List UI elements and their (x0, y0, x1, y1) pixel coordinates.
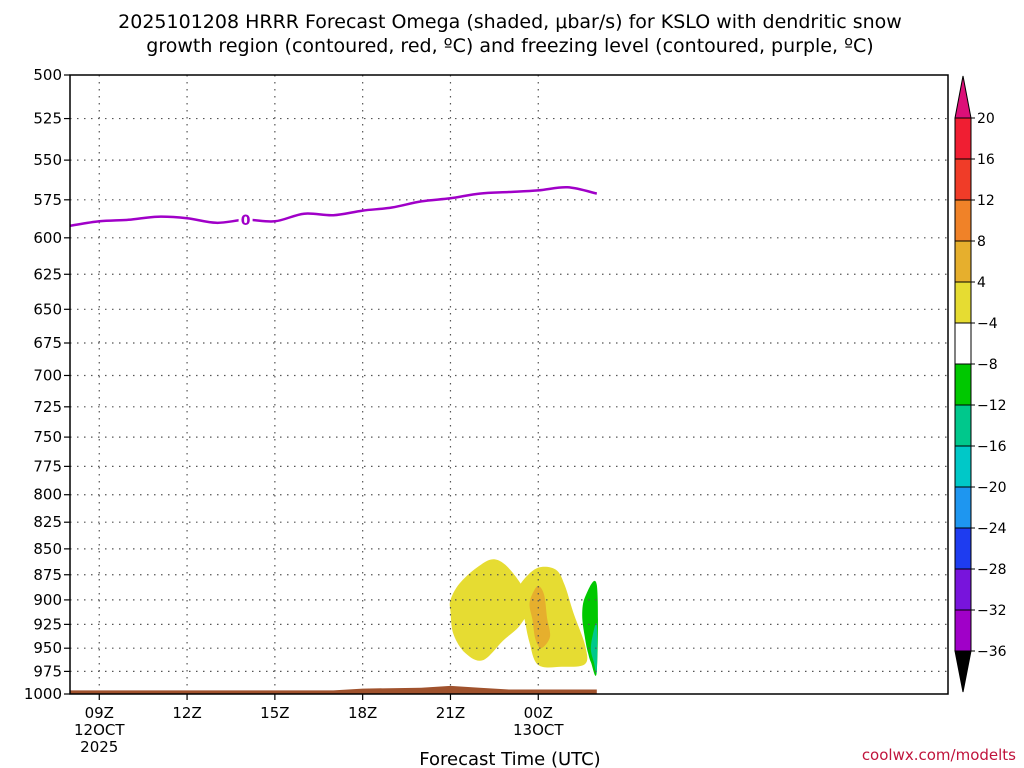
colorbar-cell-3 (954, 240, 972, 283)
y-tick-label-950: 950 (33, 639, 62, 657)
omega-region-0 (449, 559, 530, 661)
colorbar-label-2: 12 (977, 193, 995, 209)
freezing-level-contour: 0 (69, 186, 598, 229)
y-tick-label-525: 525 (33, 110, 62, 128)
colorbar-label-6: −8 (977, 357, 998, 373)
y-axis-ticks: 500 525 550 575 600 625 650 675 700 725 750 775 800 8… (24, 66, 70, 703)
ground-fill (70, 685, 597, 694)
colorbar-label-5: −4 (977, 316, 998, 332)
y-tick-label-675: 675 (33, 334, 62, 352)
y-tick-label-800: 800 (33, 486, 62, 504)
y-tick-label-900: 900 (33, 591, 62, 609)
ground-surface (70, 685, 597, 694)
y-tick-label-625: 625 (33, 265, 62, 283)
y-tick-label-750: 750 (33, 428, 62, 446)
colorbar-cell-0 (954, 117, 972, 160)
y-tick-label-850: 850 (33, 540, 62, 558)
colorbar-cell-2 (954, 199, 972, 242)
y-tick-label-825: 825 (33, 513, 62, 531)
y-tick-label-550: 550 (33, 151, 62, 169)
x-tick-label-15-0: 15Z (260, 704, 289, 722)
colorbar-cell-6 (954, 363, 972, 406)
colorbar-label-7: −12 (977, 398, 1007, 414)
y-tick-label-600: 600 (33, 229, 62, 247)
chart-title-line2: growth region (contoured, red, ºC) and f… (146, 35, 873, 57)
omega-region-2 (529, 585, 551, 649)
y-tick-label-700: 700 (33, 366, 62, 384)
y-tick-label-875: 875 (33, 566, 62, 584)
y-tick-label-925: 925 (33, 615, 62, 633)
x-tick-label-18-0: 18Z (348, 704, 377, 722)
colorbar-label-3: 8 (977, 234, 986, 250)
colorbar-cell-4 (954, 281, 972, 324)
freezing-level-label: 0 (241, 213, 251, 229)
x-tick-label-9-2: 2025 (80, 738, 118, 756)
omega-shading (449, 559, 598, 676)
colorbar-label-9: −20 (977, 480, 1007, 496)
colorbar-label-10: −24 (977, 521, 1007, 537)
colorbar-bottom-arrow (954, 650, 972, 693)
colorbar: 20 16 12 8 4 −4 −8 −12 −16 −20 −24 −28 −32 −36 (954, 75, 1007, 693)
grid-lines (70, 75, 948, 694)
credit-text: coolwx.com/modelts (862, 746, 1016, 764)
colorbar-cell-1 (954, 158, 972, 201)
colorbar-cell-7 (954, 404, 972, 447)
colorbar-cell-8 (954, 445, 972, 488)
colorbar-label-4: 4 (977, 275, 986, 291)
omega-region-1 (517, 566, 588, 668)
y-tick-label-500: 500 (33, 66, 62, 84)
colorbar-cell-10 (954, 527, 972, 570)
plot-frame (69, 74, 949, 695)
x-tick-label-9-0: 09Z (85, 704, 114, 722)
freezing-level-label-bg (238, 210, 253, 229)
x-tick-label-24-0: 00Z (524, 704, 553, 722)
y-tick-label-975: 975 (33, 662, 62, 680)
colorbar-label-8: −16 (977, 439, 1007, 455)
colorbar-cell-5 (954, 322, 972, 365)
colorbar-cell-9 (954, 486, 972, 529)
x-tick-label-9-1: 12OCT (74, 721, 125, 739)
colorbar-cell-12 (954, 609, 972, 652)
x-axis-label: Forecast Time (UTC) (419, 749, 600, 768)
y-tick-label-650: 650 (33, 300, 62, 318)
y-tick-label-775: 775 (33, 457, 62, 475)
colorbar-label-13: −36 (977, 644, 1007, 660)
omega-region-4 (590, 623, 598, 674)
chart-title-line1: 2025101208 HRRR Forecast Omega (shaded, … (118, 11, 902, 33)
y-tick-label-575: 575 (33, 191, 62, 209)
colorbar-label-1: 16 (977, 152, 995, 168)
x-tick-label-21-0: 21Z (436, 704, 465, 722)
colorbar-label-0: 20 (977, 111, 995, 127)
x-tick-label-24-1: 13OCT (513, 721, 564, 739)
colorbar-top-arrow (954, 75, 972, 119)
y-tick-label-725: 725 (33, 398, 62, 416)
colorbar-label-11: −28 (977, 562, 1007, 578)
x-tick-label-12-0: 12Z (172, 704, 201, 722)
freezing-level-line (69, 186, 598, 228)
colorbar-label-12: −32 (977, 603, 1007, 619)
colorbar-cell-11 (954, 568, 972, 611)
y-tick-label-1000: 1000 (24, 685, 62, 703)
